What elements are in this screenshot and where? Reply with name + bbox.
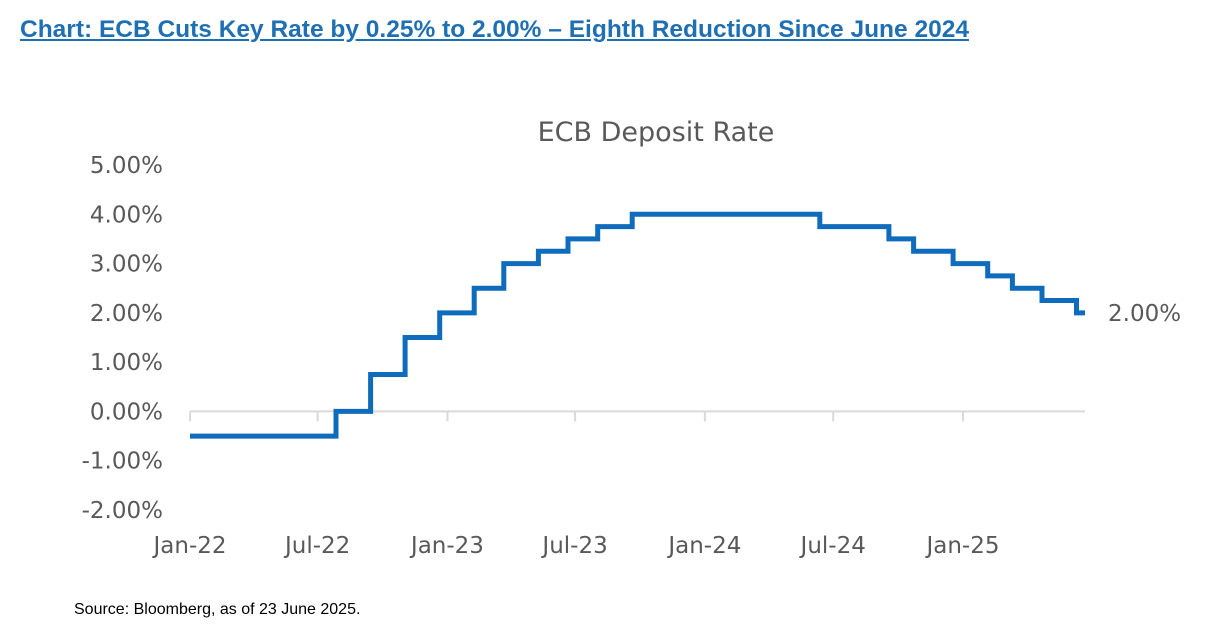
x-tick-label: Jan-25	[924, 533, 999, 559]
headline-link[interactable]: Chart: ECB Cuts Key Rate by 0.25% to 2.0…	[20, 16, 969, 43]
y-tick-label: -1.00%	[82, 449, 163, 475]
end-value-label: 2.00%	[1108, 301, 1181, 327]
x-axis-ticks: Jan-22 Jul-22 Jan-23 Jul-23 Jan-24 Jul-24 Jan-…	[151, 411, 1000, 559]
deposit-rate-series-line	[190, 211, 1085, 439]
source-note: Source: Bloomberg, as of 23 June 2025.	[74, 601, 361, 618]
x-tick-label: Jan-22	[151, 533, 226, 559]
y-tick-label: 3.00%	[90, 252, 163, 278]
y-tick-label: 0.00%	[90, 399, 163, 425]
y-tick-label: 2.00%	[90, 301, 163, 327]
y-tick-label: -2.00%	[82, 498, 163, 524]
x-tick-label: Jul-23	[540, 533, 607, 559]
y-axis-ticks: 5.00% 4.00% 3.00% 2.00% 1.00% 0.00% -1.00% -2.0…	[82, 153, 163, 524]
x-tick-label: Jan-23	[409, 533, 484, 559]
y-tick-label: 4.00%	[90, 202, 163, 228]
x-tick-label: Jul-24	[799, 533, 866, 559]
y-tick-label: 5.00%	[90, 153, 163, 179]
x-tick-label: Jan-24	[666, 533, 741, 559]
x-tick-label: Jul-22	[283, 533, 350, 559]
chart-title: ECB Deposit Rate	[538, 117, 775, 148]
y-tick-label: 1.00%	[90, 350, 163, 376]
